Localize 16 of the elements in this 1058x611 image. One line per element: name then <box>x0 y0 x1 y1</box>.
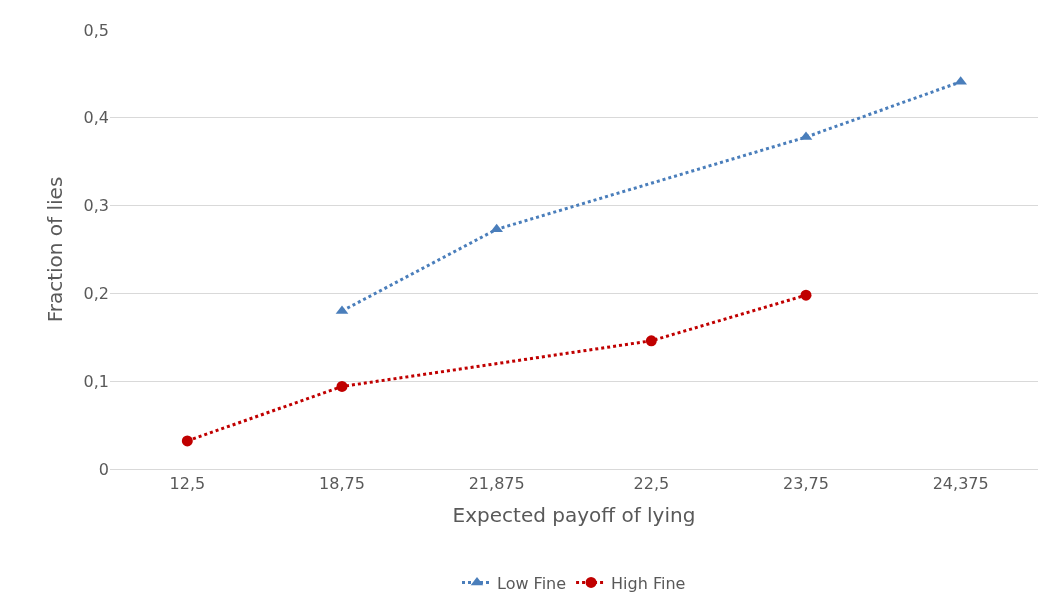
y-axis-title: Fraction of lies <box>43 176 68 323</box>
y-tick-label: 0,3 <box>83 196 109 216</box>
x-tick-label: 23,75 <box>783 474 829 494</box>
y-tick-label: 0,2 <box>83 284 109 303</box>
y-tick-label: 0,1 <box>83 371 109 391</box>
x-tick-label: 21,875 <box>468 474 525 494</box>
x-axis-title: Expected payoff of lying <box>452 502 696 527</box>
legend-label: Low Fine <box>497 573 567 593</box>
x-tick-label: 22,5 <box>633 474 670 494</box>
y-tick-label: 0,5 <box>83 20 109 40</box>
legend-label: High Fine <box>611 573 686 593</box>
y-tick-label: 0 <box>98 459 109 479</box>
x-tick-label: 24,375 <box>932 474 989 494</box>
x-tick-label: 12,5 <box>169 474 206 494</box>
x-tick-label: 18,75 <box>319 474 365 494</box>
y-tick-label: 0,4 <box>83 108 109 128</box>
